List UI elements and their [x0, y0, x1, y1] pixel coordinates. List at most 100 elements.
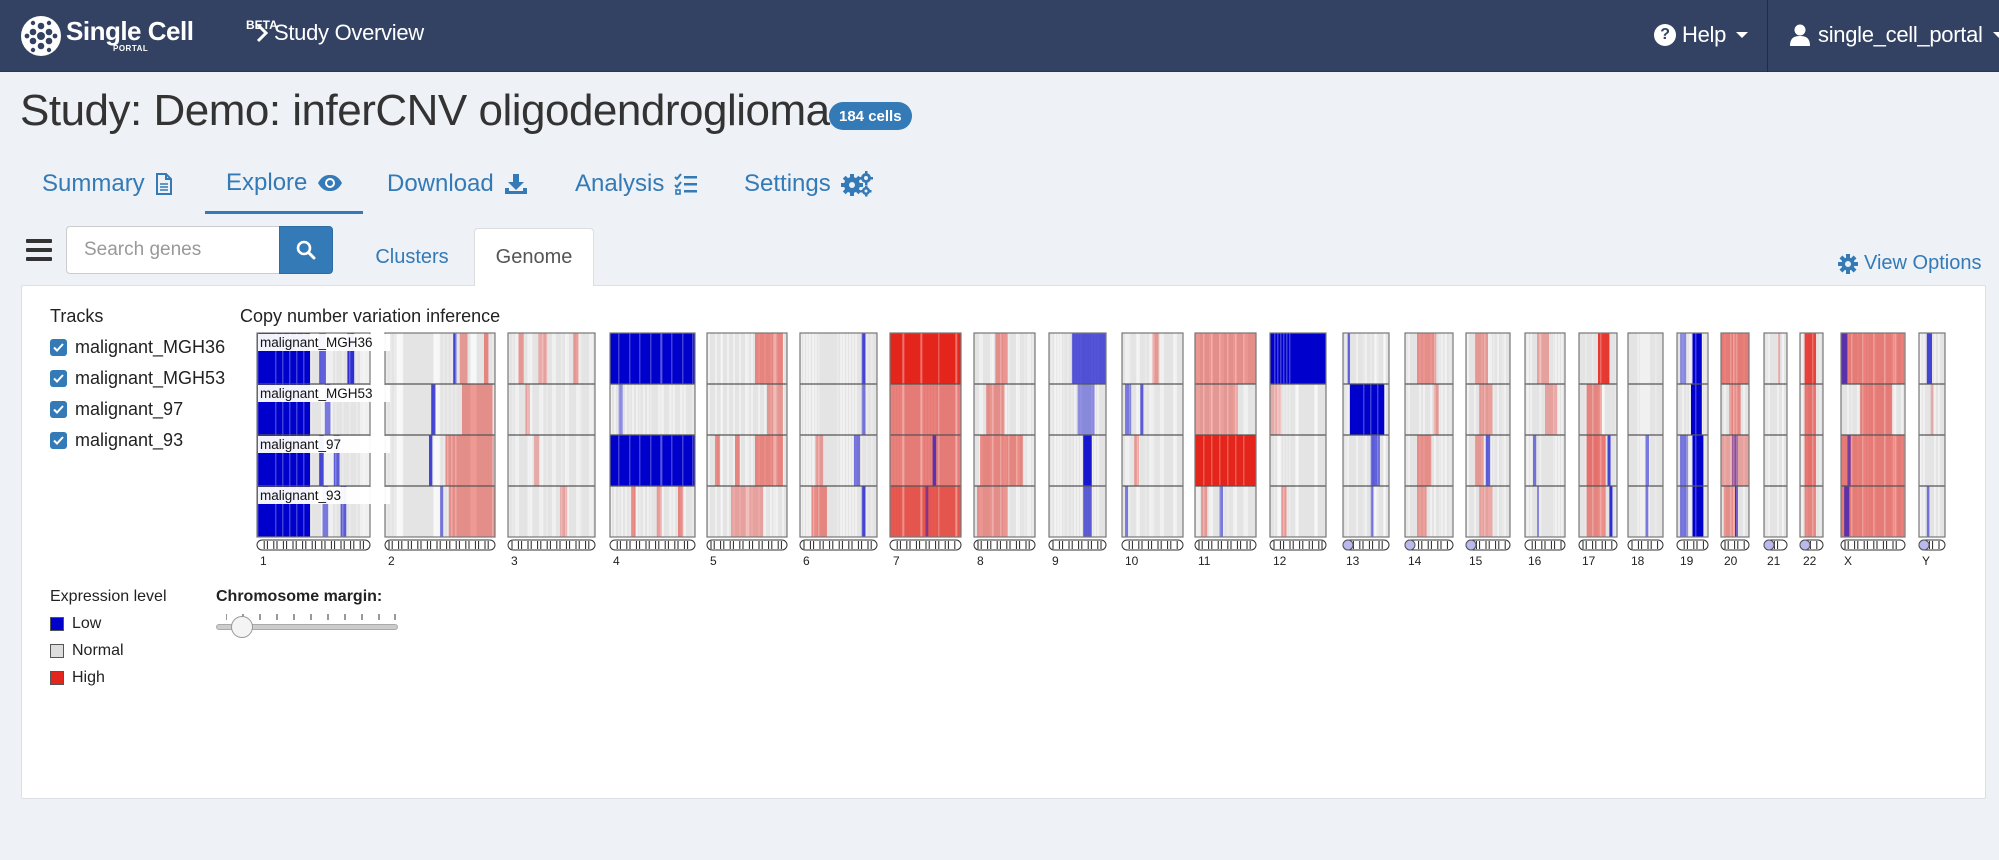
chromosome-label-3: 3: [511, 554, 518, 568]
brand-logo-link[interactable]: Single Cell BETA PORTAL: [20, 14, 278, 58]
cnv-segment-19-low: [1692, 435, 1704, 486]
chromosome-8: 8: [973, 332, 1036, 568]
cnv-segment-14-high: [1433, 384, 1439, 435]
cnv-segment-18-low: [1645, 435, 1649, 486]
tab-explore[interactable]: Explore: [205, 154, 363, 214]
hamburger-menu-button[interactable]: [26, 239, 52, 261]
tab-label: Explore: [226, 168, 308, 196]
chromosome-21: 21: [1763, 332, 1788, 568]
cnv-segment-14-high: [1417, 333, 1437, 384]
cnv-segment-16-low: [1533, 435, 1537, 486]
brand-title: Single Cell: [66, 16, 194, 46]
chromosome-19: 19: [1676, 332, 1709, 568]
chromosome-16: 16: [1524, 332, 1566, 568]
cnv-segment-3-high: [525, 384, 530, 435]
cnv-segment-1-low: [333, 435, 340, 486]
cnv-segment-8-high: [977, 486, 1008, 537]
chromosome-outline-13: [1342, 332, 1390, 538]
tab-genome[interactable]: Genome: [474, 228, 594, 286]
cnv-segment-2-high: [459, 333, 468, 384]
cnv-segment-19-low: [1680, 486, 1688, 537]
cnv-segment-4-low: [610, 435, 695, 486]
nav-divider: [1767, 0, 1768, 72]
search-genes-input[interactable]: [66, 226, 279, 274]
cnv-segment-19-low: [1692, 486, 1704, 537]
chromosome-ideogram-18: [1627, 539, 1664, 551]
cnv-segment-22-high: [1804, 486, 1817, 537]
centromere-21: [1763, 539, 1775, 551]
cnv-segment-Y-high: [1930, 384, 1934, 435]
view-options-button[interactable]: View Options: [1838, 252, 1981, 275]
checkbox-checked-icon[interactable]: [50, 369, 67, 387]
checkbox-checked-icon[interactable]: [50, 338, 67, 356]
cnv-segment-9-low: [1083, 486, 1092, 537]
cnv-segment-17-high: [1586, 384, 1602, 435]
bar-icon: [26, 248, 52, 252]
cnv-segment-8-high: [980, 435, 1023, 486]
cnv-segment-2-high: [445, 435, 494, 486]
chromosome-ideogram-X: [1840, 539, 1906, 551]
tab-summary[interactable]: Summary: [20, 154, 186, 214]
chromosome-ideogram-17: [1578, 539, 1618, 551]
chromosome-margin-slider[interactable]: [216, 610, 398, 638]
tab-download[interactable]: Download: [387, 154, 537, 214]
search-button[interactable]: [279, 226, 333, 274]
chromosome-ideogram-5: [706, 539, 788, 551]
cnv-segment-20-high: [1729, 384, 1741, 435]
centromere-13: [1342, 539, 1354, 551]
chromosome-17: 17: [1578, 332, 1618, 568]
chromosome-11: 11: [1194, 332, 1257, 568]
chromosome-outline-22: [1799, 332, 1824, 538]
chromosome-12: 12: [1269, 332, 1327, 568]
tab-clusters[interactable]: Clusters: [375, 245, 449, 268]
cnv-segment-3-high: [538, 333, 548, 384]
legend-label: Normal: [72, 642, 124, 659]
track-toggle-mgh36[interactable]: malignant_MGH36: [50, 335, 225, 359]
search-icon: [296, 240, 316, 260]
chromosome-outline-21: [1763, 332, 1788, 538]
legend-item-low: Low: [50, 615, 101, 633]
gears-icon: [840, 171, 873, 197]
cnv-segment-7-high: [890, 435, 961, 486]
breadcrumb[interactable]: Study Overview: [254, 20, 424, 46]
cnv-segment-X-high: [1860, 384, 1893, 435]
user-menu[interactable]: single_cell_portal: [1790, 22, 1999, 48]
chart-title: Copy number variation inference: [240, 306, 501, 326]
portal-label: PORTAL: [113, 44, 149, 53]
track-toggle-97[interactable]: malignant_97: [50, 397, 183, 421]
cnv-segment-6-high: [811, 486, 827, 537]
cnv-segment-17-high: [1598, 333, 1610, 384]
cnv-segment-19-low: [1690, 384, 1702, 435]
tab-analysis[interactable]: Analysis: [575, 154, 705, 214]
cnv-segment-6-low: [861, 384, 866, 435]
cnv-segment-20-low: [1732, 435, 1738, 486]
cnv-segment-15-high: [1474, 435, 1484, 486]
checkbox-checked-icon[interactable]: [50, 431, 67, 449]
tab-settings[interactable]: Settings: [744, 154, 884, 214]
checkbox-checked-icon[interactable]: [50, 400, 67, 418]
cnv-segment-2-high: [484, 333, 489, 384]
tab-label: Analysis: [575, 170, 665, 197]
cnv-segment-6-low: [853, 435, 861, 486]
cnv-segment-X-low: [1847, 435, 1851, 486]
tasks-icon: [674, 173, 698, 195]
track-toggle-93[interactable]: malignant_93: [50, 428, 183, 452]
track-label-box: [258, 436, 390, 453]
help-menu[interactable]: ? Help: [1654, 22, 1749, 48]
track-label: malignant_97: [75, 398, 184, 419]
slider-track[interactable]: [216, 624, 398, 630]
cnv-segment-2-low: [429, 435, 433, 486]
track-toggle-mgh53[interactable]: malignant_MGH53: [50, 366, 225, 390]
chromosome-outline-16: [1524, 332, 1566, 538]
chromosome-label-14: 14: [1408, 554, 1422, 568]
chromosome-label-6: 6: [803, 554, 810, 568]
track-label: malignant_MGH36: [75, 336, 226, 357]
chromosome-outline-X: [1840, 332, 1906, 538]
cnv-segment-16-high: [1537, 333, 1549, 384]
cnv-segment-5-high: [731, 486, 763, 537]
chromosome-label-15: 15: [1469, 554, 1483, 568]
chromosome-9: 9: [1048, 332, 1107, 568]
cnv-segment-15-high: [1479, 384, 1493, 435]
slider-handle[interactable]: [231, 616, 253, 638]
user-icon: [1790, 24, 1810, 46]
